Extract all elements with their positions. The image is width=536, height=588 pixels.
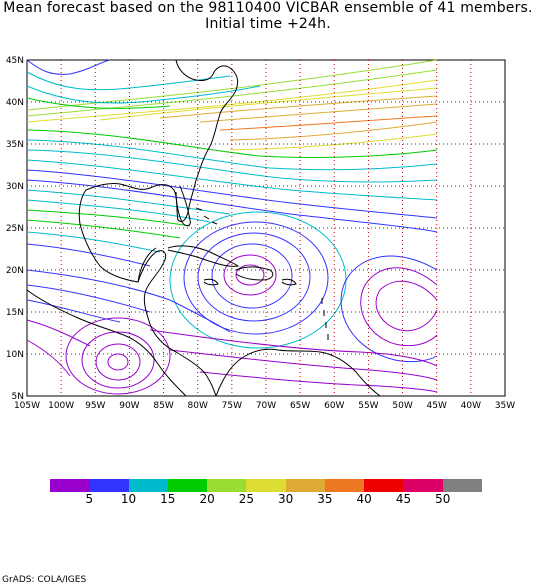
lon-tick-label: 95W (85, 401, 105, 411)
streamlines (26, 59, 438, 395)
lon-tick-label: 70W (256, 401, 276, 411)
lon-tick-label: 35W (495, 401, 515, 411)
colorbar-swatch (403, 479, 444, 492)
grads-credit: GrADS: COLA/IGES (2, 575, 87, 585)
colorbar-label: 50 (435, 492, 451, 506)
colorbar-swatch (50, 479, 90, 492)
colorbar-swatch (167, 479, 208, 492)
lon-tick-label: 40W (461, 401, 481, 411)
lon-tick-label: 50W (392, 401, 412, 411)
lat-tick-label: 30N (6, 182, 24, 192)
colorbar-swatch (207, 479, 247, 492)
coastline (26, 59, 381, 397)
lon-tick-label: 90W (119, 401, 139, 411)
colorbar-label: 35 (317, 492, 333, 506)
lat-tick-label: 35N (6, 140, 24, 150)
lat-lon-grid (27, 60, 505, 396)
title-line-2: Initial time +24h. (205, 16, 331, 32)
colorbar-swatch (285, 479, 326, 492)
colorbar-swatch (246, 479, 287, 492)
lon-tick-label: 105W (14, 401, 40, 411)
lon-tick-label: 65W (290, 401, 310, 411)
longitude-labels: 105W 100W 95W 90W 85W 80W 75W 70W 65W 60W 55W 50W 45… (14, 401, 515, 411)
lon-tick-label: 75W (222, 401, 242, 411)
lat-tick-label: 15N (6, 308, 24, 318)
title-line-1: Mean forecast based on the 98110400 VICB… (3, 0, 533, 16)
lon-tick-label: 45W (427, 401, 447, 411)
colorbar-label: 15 (160, 492, 176, 506)
colorbar-label: 10 (120, 492, 137, 506)
lon-tick-label: 100W (48, 401, 74, 411)
lat-tick-label: 45N (6, 56, 24, 66)
lat-tick-label: 25N (6, 224, 24, 234)
lon-tick-label: 55W (358, 401, 378, 411)
colorbar-label: 5 (85, 492, 94, 506)
colorbar-label: 25 (238, 492, 254, 506)
lon-tick-label: 85W (153, 401, 173, 411)
colorbar-swatch (324, 479, 365, 492)
latitude-labels: 45N 40N 35N 30N 25N 20N 15N 10N 5N (6, 56, 24, 402)
colorbar-swatch (89, 479, 130, 492)
lat-tick-label: 10N (6, 350, 24, 360)
colorbar-swatch (364, 479, 404, 492)
lat-tick-label: 40N (6, 98, 24, 108)
colorbar-label: 20 (199, 492, 215, 506)
colorbar-label: 40 (356, 492, 372, 506)
colorbar-swatch (128, 479, 169, 492)
lon-tick-label: 80W (188, 401, 208, 411)
colorbar-label: 45 (395, 492, 412, 506)
lat-tick-label: 5N (12, 392, 24, 402)
colorbar-swatch (442, 479, 483, 492)
lon-tick-label: 60W (324, 401, 344, 411)
colorbar-label: 30 (277, 492, 294, 506)
lat-tick-label: 20N (6, 266, 24, 276)
